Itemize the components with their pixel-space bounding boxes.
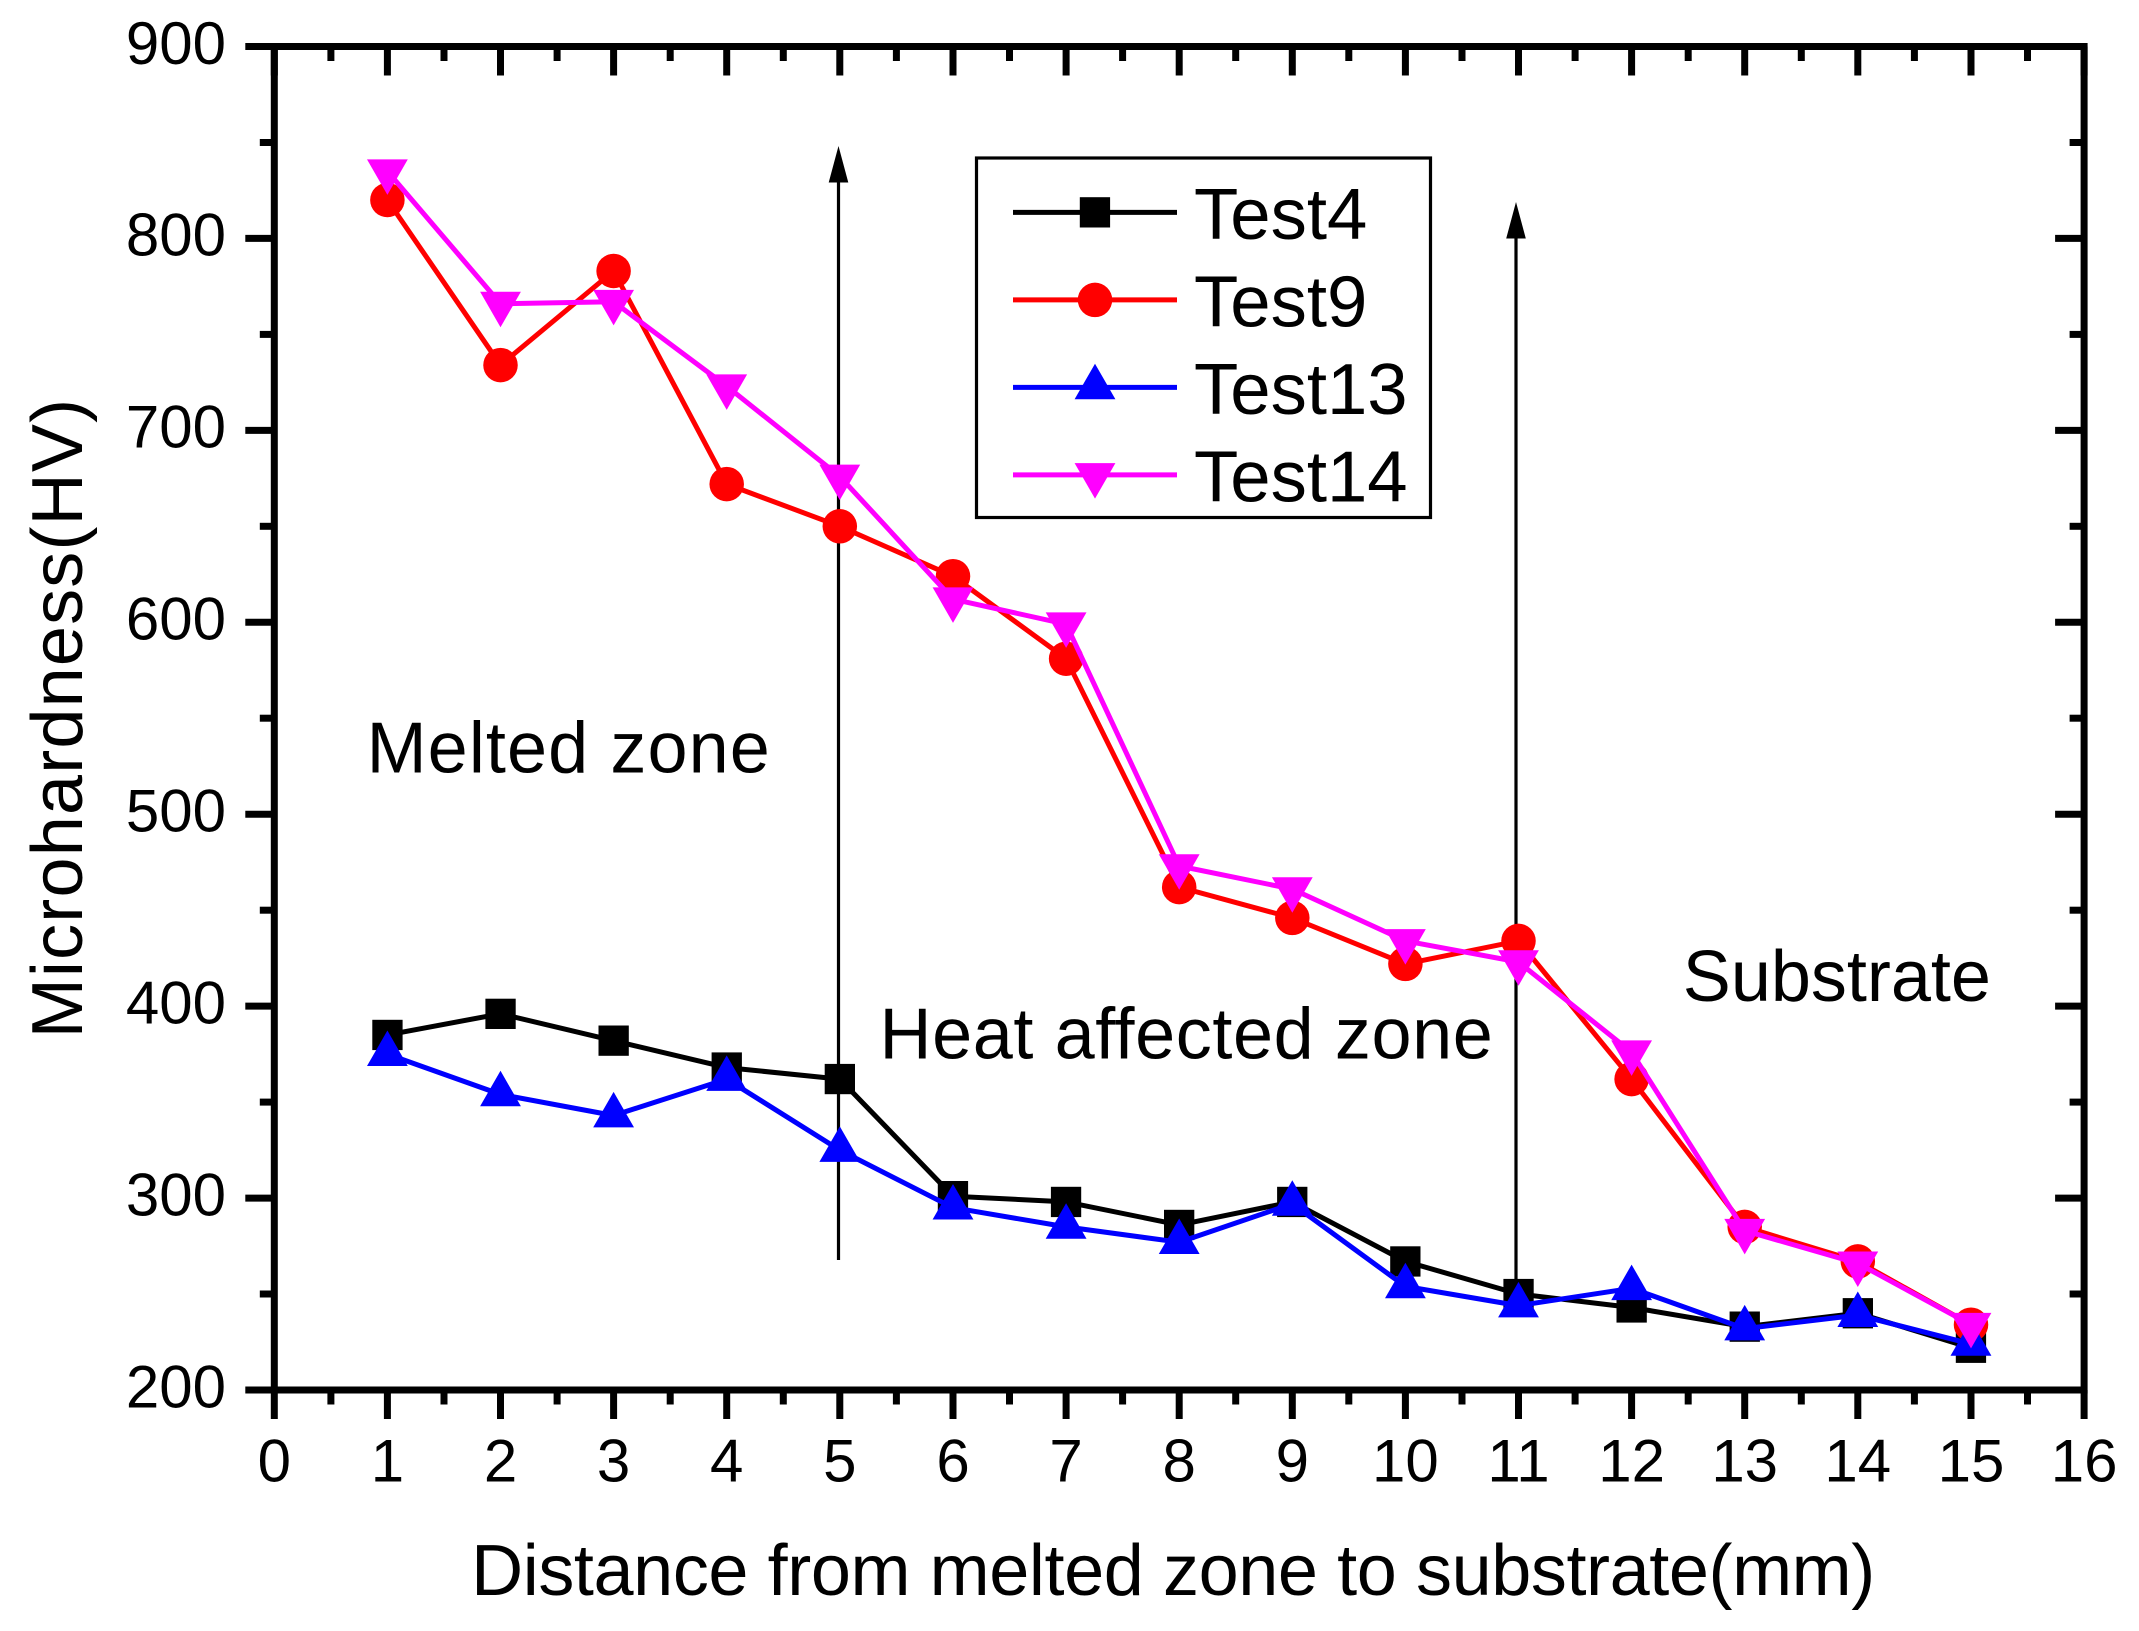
svg-text:600: 600: [126, 586, 226, 653]
svg-text:0: 0: [258, 1428, 291, 1495]
svg-text:10: 10: [1372, 1428, 1439, 1495]
svg-text:7: 7: [1049, 1428, 1082, 1495]
svg-text:16: 16: [2051, 1428, 2118, 1495]
svg-text:6: 6: [936, 1428, 969, 1495]
svg-text:5: 5: [823, 1428, 856, 1495]
svg-text:900: 900: [126, 10, 226, 77]
svg-text:Microhardness(HV): Microhardness(HV): [18, 398, 98, 1039]
svg-text:Heat affected zone: Heat affected zone: [880, 994, 1494, 1074]
svg-text:Test14: Test14: [1194, 436, 1408, 517]
svg-text:9: 9: [1276, 1428, 1309, 1495]
svg-text:Substrate: Substrate: [1683, 937, 1991, 1017]
svg-text:Melted zone: Melted zone: [367, 709, 771, 789]
svg-text:15: 15: [1938, 1428, 2005, 1495]
svg-text:Test13: Test13: [1194, 349, 1408, 430]
svg-text:500: 500: [126, 778, 226, 845]
svg-text:Test4: Test4: [1194, 174, 1367, 255]
svg-text:4: 4: [710, 1428, 743, 1495]
svg-text:2: 2: [484, 1428, 517, 1495]
svg-text:12: 12: [1598, 1428, 1665, 1495]
svg-text:800: 800: [126, 202, 226, 269]
svg-text:14: 14: [1824, 1428, 1891, 1495]
svg-text:3: 3: [597, 1428, 630, 1495]
svg-text:400: 400: [126, 969, 226, 1036]
svg-text:Test9: Test9: [1194, 261, 1367, 342]
svg-text:200: 200: [126, 1353, 226, 1420]
svg-text:8: 8: [1163, 1428, 1196, 1495]
svg-text:700: 700: [126, 394, 226, 461]
svg-text:1: 1: [371, 1428, 404, 1495]
svg-text:Distance from melted zone to s: Distance from melted zone to substrate(m…: [471, 1531, 1875, 1611]
svg-text:300: 300: [126, 1161, 226, 1228]
svg-text:11: 11: [1487, 1428, 1549, 1495]
svg-text:13: 13: [1711, 1428, 1778, 1495]
